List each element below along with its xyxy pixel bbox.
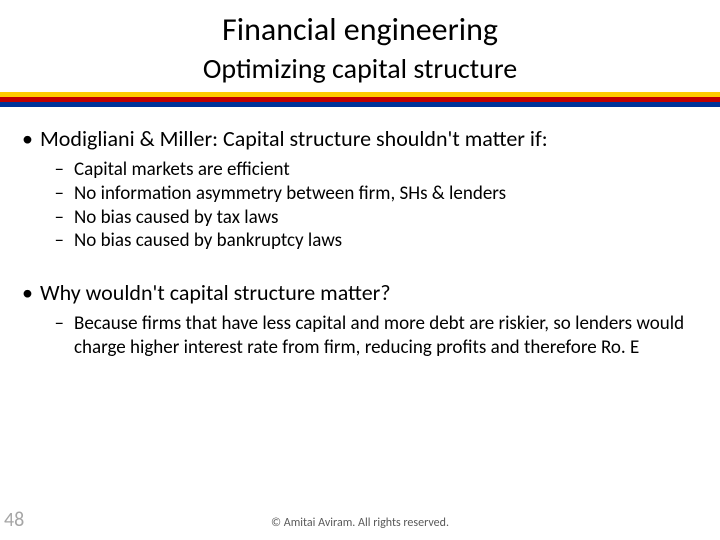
dash-marker: – [18, 158, 74, 182]
bullet-marker: • [18, 125, 40, 152]
sub-bullet-text: Capital markets are efficient [74, 158, 702, 182]
dash-marker: – [18, 312, 74, 360]
sub-bullet: – Capital markets are efficient [18, 158, 702, 182]
bullet-section2-heading: • Why wouldn't capital structure matter? [18, 279, 702, 306]
bullet-text: Modigliani & Miller: Capital structure s… [40, 125, 548, 152]
dash-marker: – [18, 229, 74, 253]
sub-bullet-text: No bias caused by tax laws [74, 206, 702, 230]
section1-sublist: – Capital markets are efficient – No inf… [18, 158, 702, 253]
copyright-footer: © Amitai Aviram. All rights reserved. [0, 516, 720, 530]
dash-marker: – [18, 182, 74, 206]
bullet-text: Why wouldn't capital structure matter? [40, 279, 391, 306]
sub-bullet: – Because firms that have less capital a… [18, 312, 702, 360]
sub-bullet: – No bias caused by bankruptcy laws [18, 229, 702, 253]
divider-stripes [0, 92, 720, 107]
section2-sublist: – Because firms that have less capital a… [18, 312, 702, 360]
sub-bullet-text: No information asymmetry between firm, S… [74, 182, 702, 206]
section2: • Why wouldn't capital structure matter?… [18, 279, 702, 360]
bullet-section1-heading: • Modigliani & Miller: Capital structure… [18, 125, 702, 152]
slide-title: Financial engineering [0, 10, 720, 49]
dash-marker: – [18, 206, 74, 230]
slide: Financial engineering Optimizing capital… [0, 0, 720, 540]
title-block: Financial engineering Optimizing capital… [0, 0, 720, 86]
sub-bullet-text: Because firms that have less capital and… [74, 312, 702, 360]
sub-bullet-text: No bias caused by bankruptcy laws [74, 229, 702, 253]
slide-subtitle: Optimizing capital structure [0, 51, 720, 86]
sub-bullet: – No information asymmetry between firm,… [18, 182, 702, 206]
bullet-marker: • [18, 279, 40, 306]
sub-bullet: – No bias caused by tax laws [18, 206, 702, 230]
content-area: • Modigliani & Miller: Capital structure… [0, 107, 720, 360]
